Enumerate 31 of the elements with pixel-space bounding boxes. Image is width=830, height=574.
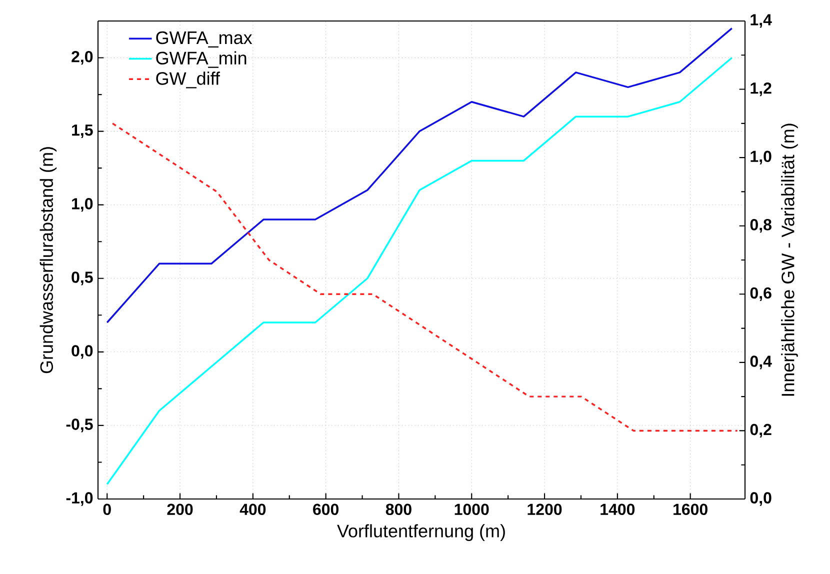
legend-label: GW_diff	[156, 72, 220, 88]
y-axis-title: Grundwasserflurabstand (m)	[40, 147, 57, 374]
y2-tick-label: 0,2	[750, 424, 772, 438]
y-tick-label: -1,0	[66, 492, 93, 506]
x-tick-label: 1000	[454, 504, 489, 516]
x-tick-label: 0	[103, 504, 111, 516]
x-tick-label: 600	[313, 504, 339, 516]
x-tick-label: 1200	[528, 504, 562, 516]
y2-tick-label: 1,4	[750, 14, 772, 28]
y2-tick-label: 0,6	[750, 287, 772, 301]
x-tick-label: 1600	[674, 504, 708, 516]
y-tick-label: 1,5	[72, 124, 93, 138]
y2-axis-title: Innerjährliche GW - Variabilität (m)	[781, 124, 798, 396]
x-tick-label: 200	[167, 504, 193, 516]
y-tick-label: 2,0	[72, 50, 93, 65]
y-tick-label: -0,5	[66, 418, 93, 432]
y2-tick-label: 0,8	[750, 219, 772, 233]
y2-tick-label: 1,2	[750, 82, 772, 96]
y2-tick-label: 0,0	[750, 492, 772, 506]
x-tick-label: 1400	[600, 504, 635, 516]
y-tick-label: 1,0	[72, 198, 93, 212]
y2-tick-label: 0,4	[750, 356, 772, 370]
x-tick-label: 800	[386, 504, 412, 516]
x-tick-label: 400	[240, 504, 266, 516]
y-tick-label: 0,5	[72, 272, 93, 286]
legend-label: GWFA_max	[156, 31, 252, 48]
y-tick-label: 0,0	[72, 345, 93, 359]
x-axis-title: Vorflutentfernung (m)	[337, 524, 505, 541]
legend-label: GWFA_min	[156, 51, 246, 68]
line-series	[106, 27, 733, 324]
y2-tick-label: 1,0	[750, 150, 772, 164]
